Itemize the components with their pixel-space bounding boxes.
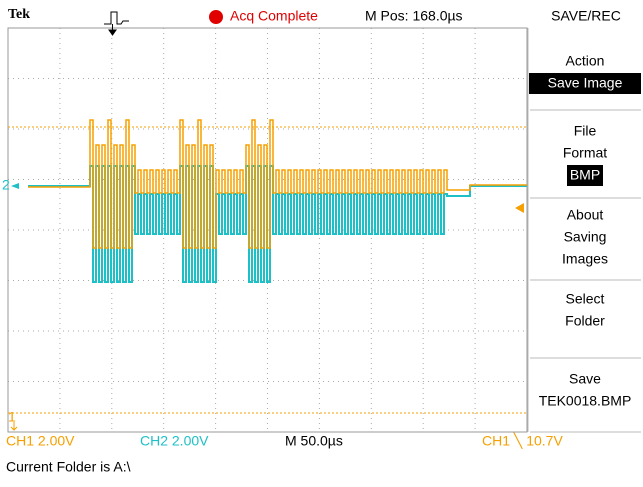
trigger-level (515, 203, 524, 213)
ch2-scale: CH2 2.00V (140, 433, 209, 449)
menu-label: Action (566, 53, 605, 69)
ch2-marker: 2 (2, 177, 10, 193)
menu-value: Save Image (548, 75, 623, 91)
menu-title: SAVE/REC (551, 8, 621, 24)
ch1-marker: 1 (8, 409, 16, 425)
ch2-arrow (11, 183, 19, 189)
menu-value: BMP (570, 167, 600, 183)
menu-value: TEK0018.BMP (539, 393, 632, 409)
footer-message: Current Folder is A:\ (6, 459, 131, 475)
graticule-frame (7, 27, 528, 433)
menu-value-bg (529, 73, 641, 94)
menu-label: Saving (564, 229, 607, 245)
menu-label: Images (562, 251, 608, 267)
ch1-arrow (10, 422, 18, 431)
acq-status: Acq Complete (230, 8, 318, 24)
menu-label: Select (566, 291, 605, 307)
side-menu: Action Save Image File Format BMP About Saving… (527, 28, 641, 433)
menu-label: About (567, 207, 604, 223)
status-dot (209, 10, 223, 24)
menu-label: Folder (565, 313, 605, 329)
menu-label: Save (569, 371, 601, 387)
menu-label: File (574, 123, 597, 139)
trigger-position (108, 24, 117, 36)
timebase: M 50.0µs (285, 433, 343, 449)
m-pos: M Pos: 168.0µs (365, 8, 463, 24)
brand: Tek (8, 7, 30, 22)
menu-label: Format (563, 145, 607, 161)
trigger-setting: CH1 ╲ 10.7V (482, 433, 563, 450)
menu-value-bg (567, 165, 603, 186)
trigger-icon (104, 11, 129, 25)
ch1-waveform (28, 119, 527, 249)
ch1-scale: CH1 2.00V (6, 433, 75, 449)
